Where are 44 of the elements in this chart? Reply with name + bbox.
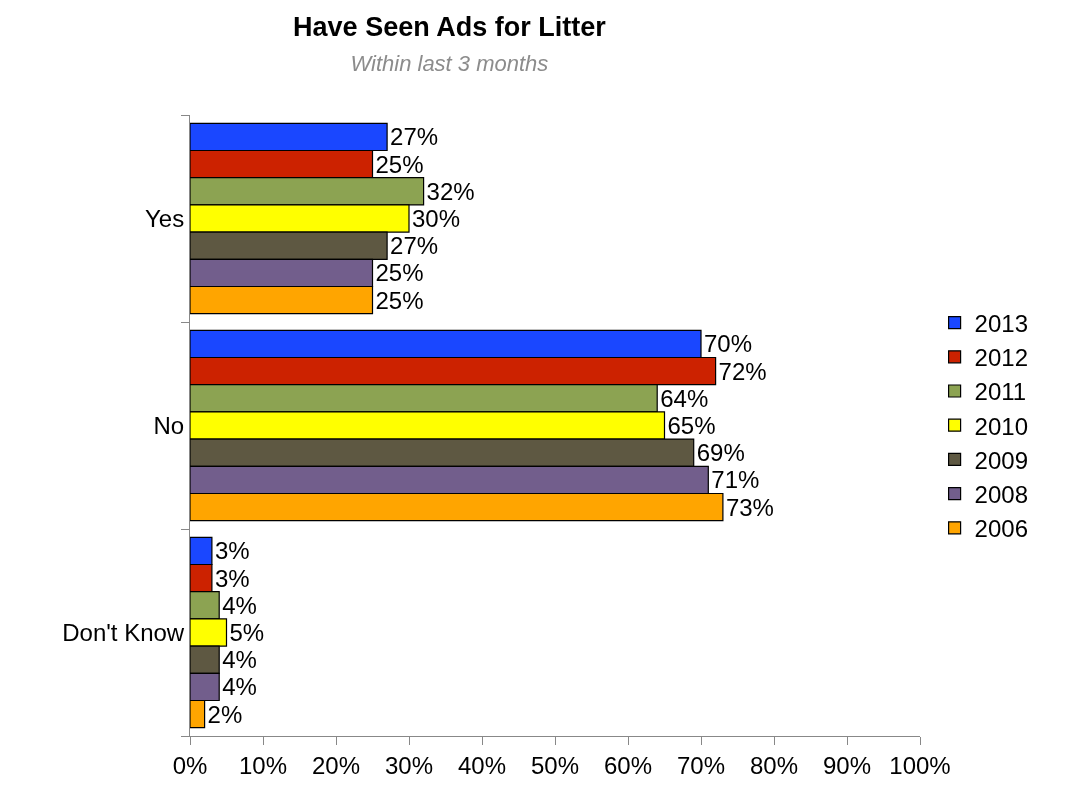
data-label: 72% xyxy=(718,357,767,385)
y-tick-label: Don't Know xyxy=(62,618,185,646)
data-label: 65% xyxy=(667,412,716,439)
data-label: 3% xyxy=(214,564,250,592)
data-label: 69% xyxy=(696,439,745,467)
legend-label: 2010 xyxy=(974,412,1028,440)
x-tick-label: 40% xyxy=(457,751,507,779)
data-label: 71% xyxy=(711,466,760,494)
data-label: 64% xyxy=(660,384,709,412)
y-tick-label: Yes xyxy=(145,204,185,232)
x-tick-label: 10% xyxy=(238,751,288,779)
x-tick-label: 100% xyxy=(889,751,951,779)
data-label: 2% xyxy=(207,700,243,728)
data-label: 4% xyxy=(222,591,257,619)
data-label: 25% xyxy=(375,259,424,287)
data-label: 5% xyxy=(229,619,265,646)
x-tick-label: 20% xyxy=(311,751,361,779)
data-label: 27% xyxy=(390,232,439,260)
x-tick-label: 0% xyxy=(172,751,208,779)
legend-label: 2008 xyxy=(974,480,1028,508)
y-tick-label: No xyxy=(153,411,185,439)
x-tick-label: 30% xyxy=(384,751,434,779)
legend-label: 2012 xyxy=(974,344,1028,372)
legend-label: 2006 xyxy=(974,515,1028,543)
data-label: 4% xyxy=(222,673,257,701)
legend-label: 2011 xyxy=(974,378,1027,406)
x-tick-label: 50% xyxy=(530,751,580,779)
x-tick-label: 90% xyxy=(822,751,872,779)
data-label: 32% xyxy=(426,177,475,205)
chart-subtitle: Within last 3 months xyxy=(350,50,549,76)
x-tick-label: 70% xyxy=(676,751,726,779)
data-label: 27% xyxy=(390,123,439,151)
data-label: 4% xyxy=(222,646,257,674)
legend-label: 2009 xyxy=(974,446,1028,474)
data-label: 25% xyxy=(375,150,424,178)
data-label: 30% xyxy=(412,205,461,232)
data-label: 3% xyxy=(214,537,250,565)
x-tick-label: 80% xyxy=(749,751,799,779)
data-label: 73% xyxy=(725,493,774,521)
data-label: 25% xyxy=(375,286,424,314)
chart-title: Have Seen Ads for Litter xyxy=(293,11,607,42)
x-tick-label: 60% xyxy=(603,751,653,779)
legend-label: 2013 xyxy=(974,309,1028,337)
data-label: 70% xyxy=(704,330,753,358)
